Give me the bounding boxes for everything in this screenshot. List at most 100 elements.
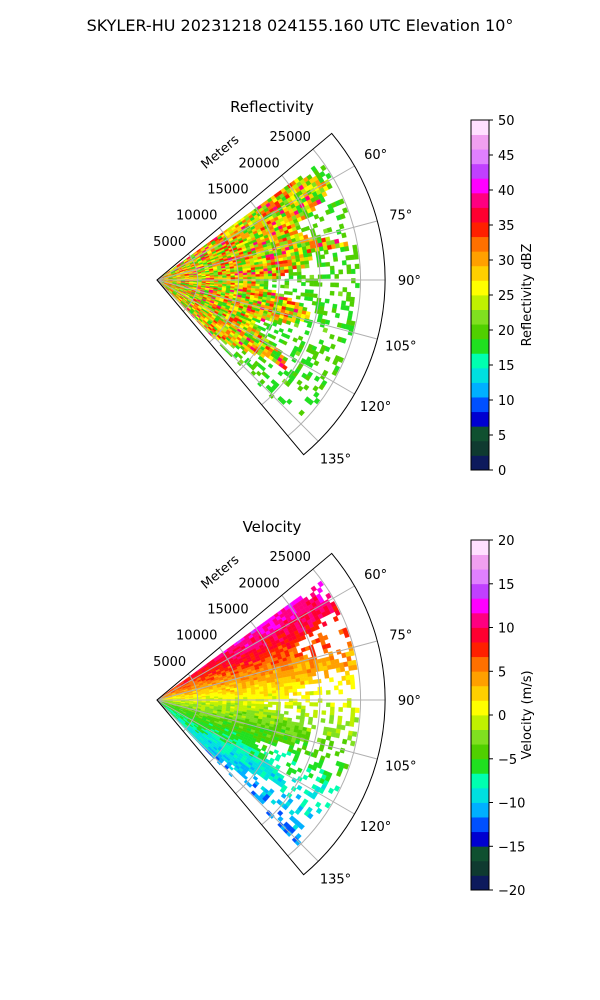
data-cell [320, 164, 327, 172]
data-cell [309, 691, 314, 696]
data-cell [312, 713, 318, 719]
data-cell [318, 746, 325, 752]
data-cell [263, 690, 269, 695]
data-cell [307, 256, 313, 261]
data-cell [296, 264, 302, 269]
data-cell [218, 696, 223, 699]
data-cell [278, 328, 284, 333]
data-cell [325, 752, 331, 759]
data-cell [350, 684, 356, 690]
data-cell [349, 716, 355, 723]
data-cell [287, 327, 293, 333]
data-cell [247, 281, 252, 284]
data-cell [325, 690, 331, 695]
data-cell [321, 710, 327, 715]
data-cell [280, 689, 285, 694]
colorbar-tick-label: 0 [498, 709, 506, 724]
data-cell [267, 267, 273, 272]
data-cell [205, 698, 211, 700]
data-cell [259, 281, 265, 285]
colorbar-segment [471, 598, 489, 614]
data-cell [303, 384, 310, 391]
data-cell [301, 695, 306, 699]
data-cell [268, 696, 273, 700]
data-cell [342, 207, 349, 214]
colorbar-segment [471, 120, 489, 135]
colorbar-segment [471, 192, 489, 208]
data-cell [349, 721, 355, 727]
data-cell [288, 685, 293, 690]
colorbar-segment [471, 729, 489, 745]
data-cell [345, 255, 351, 261]
data-cell [259, 701, 265, 705]
data-cell [255, 269, 260, 273]
data-cell [291, 258, 297, 263]
data-cell [313, 709, 318, 715]
angle-tick-label: 105° [385, 759, 416, 774]
data-cell [318, 339, 325, 345]
data-cell [277, 810, 284, 817]
data-cell [345, 296, 351, 302]
colorbar-segment [471, 802, 489, 818]
data-cell [267, 701, 273, 705]
data-cell [230, 275, 236, 278]
data-cell [205, 278, 211, 280]
colorbar-segment [471, 758, 489, 774]
colorbar-segment [471, 134, 489, 150]
data-cell [296, 268, 302, 273]
data-cell [296, 379, 303, 386]
radial-axis-label: Meters [199, 132, 243, 172]
data-cell [259, 271, 265, 275]
data-cell [288, 269, 294, 273]
data-cell [308, 679, 314, 685]
data-cell [332, 303, 338, 309]
colorbar-tick-label: −5 [498, 753, 517, 768]
data-cell [284, 269, 289, 274]
data-cell [337, 291, 343, 297]
data-cell [296, 681, 301, 686]
data-cell [271, 687, 277, 691]
data-cell [267, 270, 273, 274]
colorbar-tick-label: 45 [498, 149, 515, 164]
data-cell [292, 272, 298, 276]
data-cell [307, 720, 313, 725]
data-cell [354, 707, 360, 713]
data-cell [321, 262, 326, 267]
data-cell [201, 698, 207, 700]
colorbar-tick-label: 10 [498, 622, 515, 637]
data-cell [296, 784, 303, 791]
data-cell [222, 697, 227, 700]
colorbar-segment [471, 149, 489, 165]
data-cell [334, 750, 340, 757]
data-cell [280, 692, 285, 697]
data-cell [292, 701, 298, 706]
data-cell [201, 278, 207, 280]
data-cell [296, 705, 302, 710]
colorbar-tick-label: 50 [498, 114, 515, 129]
data-cell [280, 269, 285, 274]
data-cell [309, 282, 315, 287]
data-cell [333, 685, 339, 691]
colorbar-tick-label: 40 [498, 184, 515, 199]
data-cell [307, 772, 314, 779]
data-cell [338, 689, 344, 695]
data-cell [347, 310, 354, 317]
data-cell [238, 277, 244, 280]
data-cell [271, 690, 277, 694]
data-cell [272, 276, 277, 280]
data-cell [259, 703, 265, 707]
colorbar-tick-label: 0 [498, 464, 506, 479]
angle-tick-label: 75° [389, 629, 412, 644]
data-cell [283, 683, 289, 687]
data-cell [259, 691, 265, 695]
data-cell [332, 252, 338, 258]
data-cell [251, 696, 256, 700]
data-cell [326, 702, 331, 708]
colorbar-tick-label: 5 [498, 665, 506, 680]
data-cell [299, 257, 305, 262]
radial-tick-label: 15000 [207, 603, 248, 618]
data-cell [259, 283, 265, 287]
data-cell [263, 284, 269, 288]
data-cell [345, 675, 351, 681]
